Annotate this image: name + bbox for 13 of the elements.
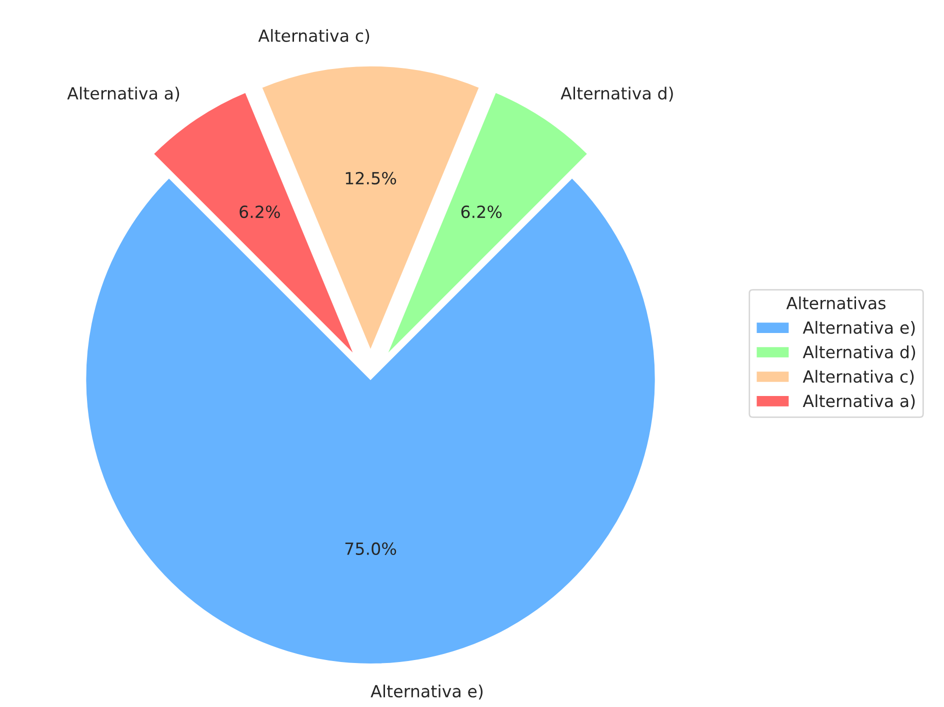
data-label: 12.5% [346,172,396,184]
legend-label: Alternativa d) [802,345,916,360]
legend-label: Alternativa a) [802,394,915,410]
legend-title: Alternativas [786,296,886,310]
slice-label: Alternativa e) [370,684,483,700]
data-label: 75.0% [345,542,396,555]
data-label: 6.2% [461,205,502,218]
legend-label: Alternativa e) [802,320,915,336]
legend-label: Alternativa c) [802,370,914,385]
slice-label: Alternativa c) [258,29,370,44]
data-label: 6.2% [240,205,280,218]
slice-label: Alternativa a) [67,86,180,102]
slice-label: Alternativa d) [560,86,673,102]
